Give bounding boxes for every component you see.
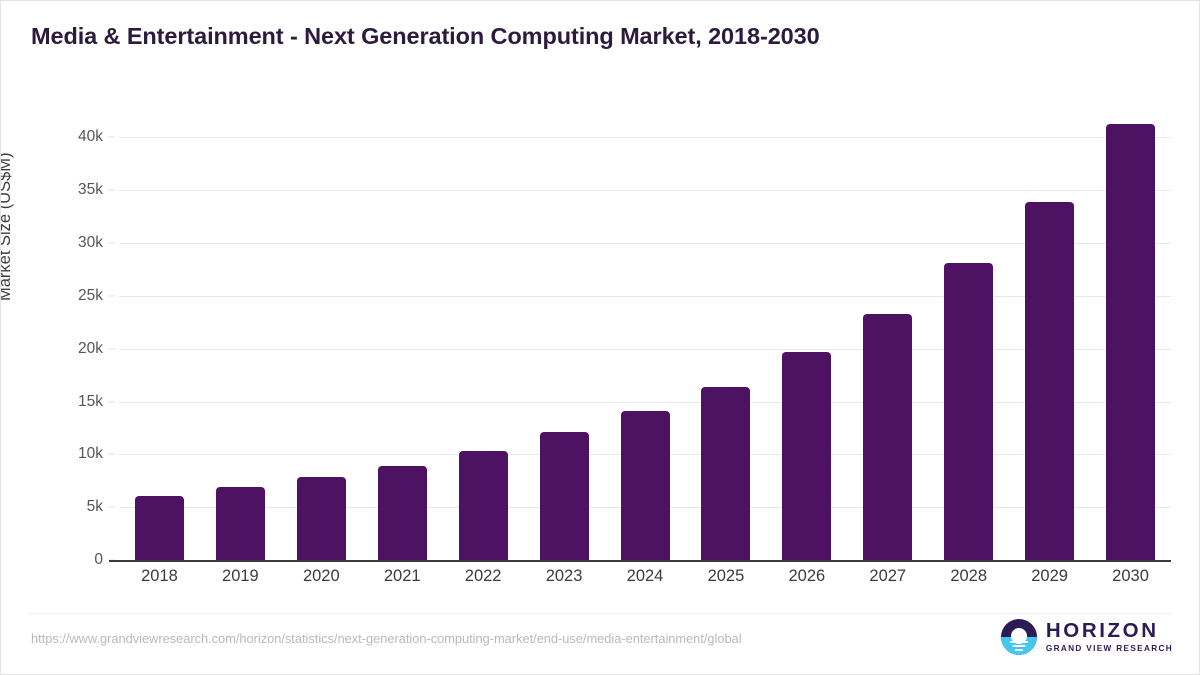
- y-axis-tick: [108, 506, 115, 508]
- logo-name: HORIZON: [1045, 619, 1159, 643]
- x-axis-label-2028: 2028: [950, 567, 988, 585]
- y-axis-title: Market Size (US$M): [0, 152, 14, 301]
- bar-2023[interactable]: [539, 432, 589, 560]
- y-axis-label: 15k: [78, 392, 103, 410]
- x-axis-label-2030: 2030: [1112, 567, 1149, 585]
- horizon-logo[interactable]: HORIZON GRAND VIEW RESEARCH: [1000, 619, 1173, 655]
- page-title: Media & Entertainment - Next Generation …: [31, 23, 820, 49]
- logo-ray-3: [1014, 648, 1023, 651]
- x-axis-label-2022: 2022: [464, 567, 502, 585]
- bar-2030[interactable]: [1106, 123, 1156, 560]
- bar-2022[interactable]: [458, 451, 508, 560]
- y-axis-tick: [108, 136, 115, 138]
- logo-ray-2: [1012, 644, 1026, 647]
- y-axis-label: 40k: [78, 128, 103, 146]
- x-axis-label-2023: 2023: [545, 567, 583, 585]
- y-axis-label: 10k: [78, 445, 103, 463]
- y-axis-label: 30k: [78, 234, 103, 252]
- y-axis-label: 20k: [78, 339, 103, 357]
- x-axis-label-2019: 2019: [222, 567, 259, 585]
- bar-2019[interactable]: [215, 487, 265, 560]
- horizon-sun-icon: [1000, 619, 1037, 655]
- gridline: [119, 348, 1171, 350]
- gridline: [119, 137, 1171, 139]
- bar-2021[interactable]: [377, 465, 427, 560]
- gridline: [119, 401, 1171, 403]
- bar-2028[interactable]: [944, 263, 994, 560]
- plot-area: [109, 111, 1171, 562]
- bar-2027[interactable]: [863, 313, 913, 560]
- x-axis-label-2027: 2027: [869, 567, 907, 585]
- y-axis-tick-labels: 0 5k 10k 15k 20k 25k 30k 35k 40k: [41, 111, 115, 568]
- x-axis-label-2026: 2026: [788, 567, 826, 585]
- gridline: [119, 190, 1171, 192]
- gridline: [119, 295, 1171, 297]
- source-url[interactable]: https://www.grandviewresearch.com/horizo…: [31, 631, 742, 646]
- y-axis-tick: [108, 242, 115, 244]
- bar-2025[interactable]: [701, 386, 751, 560]
- y-axis-tick: [108, 348, 115, 350]
- logo-wordmark: HORIZON GRAND VIEW RESEARCH: [1046, 621, 1173, 653]
- bar-2018[interactable]: [134, 495, 184, 560]
- bar-2026[interactable]: [782, 351, 832, 560]
- y-axis-tick: [108, 295, 115, 297]
- y-axis-tick: [108, 189, 115, 191]
- logo-ray-1: [1009, 640, 1028, 643]
- bar-series: [119, 111, 1171, 560]
- logo-subtitle: GRAND VIEW RESEARCH: [1045, 643, 1173, 653]
- bar-2029[interactable]: [1025, 201, 1075, 560]
- y-axis-label: 0: [94, 551, 103, 568]
- y-axis-tick: [108, 453, 115, 455]
- x-axis-label-2021: 2021: [383, 567, 421, 585]
- axis-baseline: [109, 560, 1171, 562]
- y-axis-label: 25k: [78, 286, 103, 304]
- bar-2024[interactable]: [620, 411, 670, 560]
- y-axis-label: 35k: [78, 181, 103, 199]
- x-axis-tick-labels: 2018 2019 2020 2021 2022 2023 2024 2025 2026 2027…: [119, 567, 1171, 597]
- x-axis-label-2020: 2020: [302, 567, 340, 585]
- x-axis-label-2025: 2025: [707, 567, 745, 585]
- y-axis-label: 5k: [86, 498, 103, 516]
- bar-2020[interactable]: [296, 476, 346, 560]
- footer-divider: [29, 613, 1171, 614]
- logo-sun-shape: [1010, 628, 1027, 645]
- x-axis-label-2024: 2024: [626, 567, 664, 585]
- x-axis-label-2018: 2018: [141, 567, 178, 585]
- y-axis-tick: [108, 401, 115, 403]
- x-axis-label-2029: 2029: [1031, 567, 1068, 585]
- gridline: [119, 243, 1171, 245]
